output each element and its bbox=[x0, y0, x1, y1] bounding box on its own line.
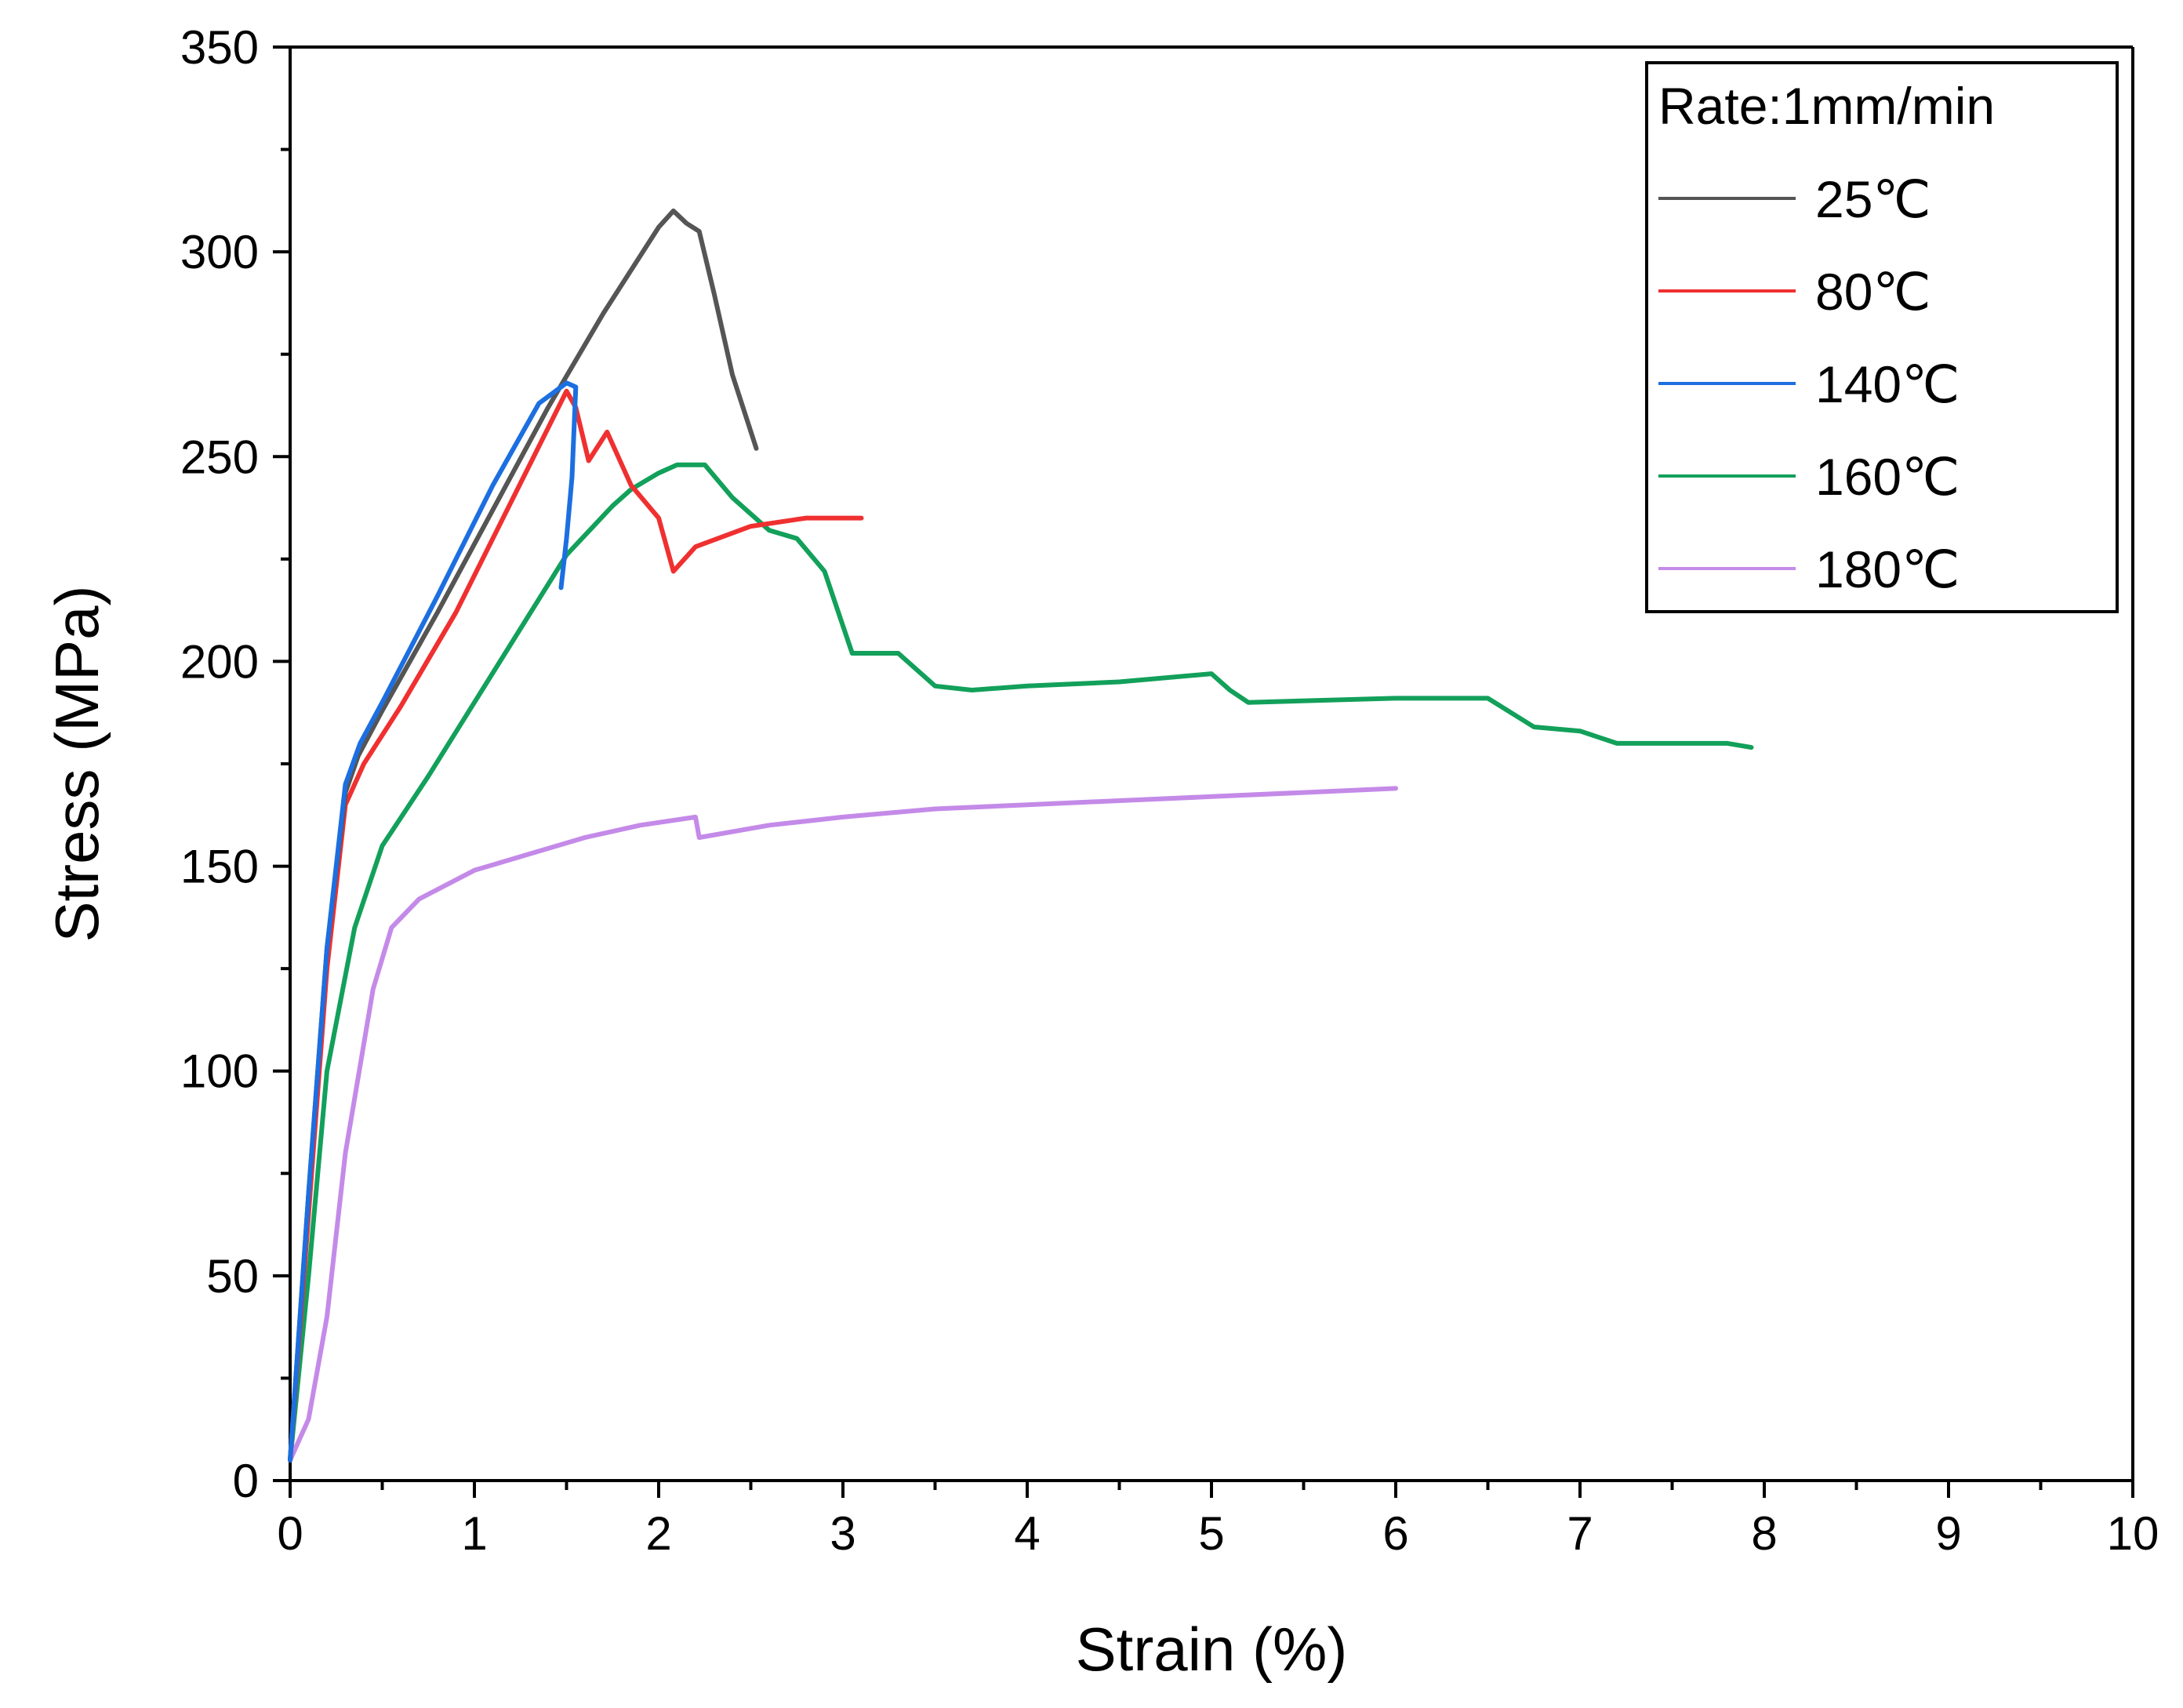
x-axis-ticks: 0 1 2 3 4 5 6 7 8 9 10 bbox=[277, 1481, 2159, 1560]
x-tick-label: 10 bbox=[2107, 1507, 2159, 1560]
y-tick-label: 200 bbox=[180, 635, 259, 688]
x-tick-label: 1 bbox=[461, 1507, 487, 1560]
y-tick-label: 150 bbox=[180, 841, 259, 893]
legend-label: 80℃ bbox=[1815, 263, 1931, 321]
y-tick-label: 0 bbox=[233, 1455, 259, 1507]
legend-title: Rate:1mm/min bbox=[1658, 77, 1995, 135]
x-tick-label: 7 bbox=[1567, 1507, 1593, 1560]
x-axis-title: Strain (%) bbox=[1076, 1615, 1348, 1684]
x-tick-label: 3 bbox=[830, 1507, 855, 1560]
legend: Rate:1mm/min 25℃ 80℃ 140℃ 160℃ 180℃ bbox=[1645, 61, 2119, 613]
x-tick-label: 9 bbox=[1935, 1507, 1961, 1560]
y-tick-label: 350 bbox=[180, 21, 259, 74]
legend-label: 160℃ bbox=[1815, 448, 1960, 506]
x-tick-label: 5 bbox=[1198, 1507, 1224, 1560]
x-tick-label: 0 bbox=[277, 1507, 303, 1560]
legend-box bbox=[1645, 61, 2119, 613]
legend-items: 25℃ 80℃ 140℃ 160℃ 180℃ bbox=[1658, 170, 1960, 598]
series-layer bbox=[288, 208, 1754, 1463]
y-tick-label: 50 bbox=[206, 1250, 259, 1303]
y-axis-ticks: 0 50 100 150 200 250 300 350 bbox=[180, 21, 290, 1507]
series-line-140c bbox=[288, 380, 579, 1463]
x-tick-label: 2 bbox=[645, 1507, 671, 1560]
legend-label: 25℃ bbox=[1815, 170, 1931, 228]
series-line-80c bbox=[288, 388, 864, 1463]
series-line-25c bbox=[288, 208, 759, 1463]
series-line-180c bbox=[288, 786, 1398, 1463]
series-line-160c bbox=[288, 462, 1754, 1463]
legend-label: 180℃ bbox=[1815, 540, 1960, 598]
y-tick-label: 300 bbox=[180, 226, 259, 278]
legend-label: 140℃ bbox=[1815, 355, 1960, 413]
x-tick-label: 4 bbox=[1014, 1507, 1040, 1560]
y-tick-label: 250 bbox=[180, 431, 259, 483]
x-tick-label: 6 bbox=[1382, 1507, 1408, 1560]
y-tick-label: 100 bbox=[180, 1045, 259, 1098]
x-tick-label: 8 bbox=[1751, 1507, 1777, 1560]
y-axis-title: Stress (MPa) bbox=[42, 585, 111, 942]
